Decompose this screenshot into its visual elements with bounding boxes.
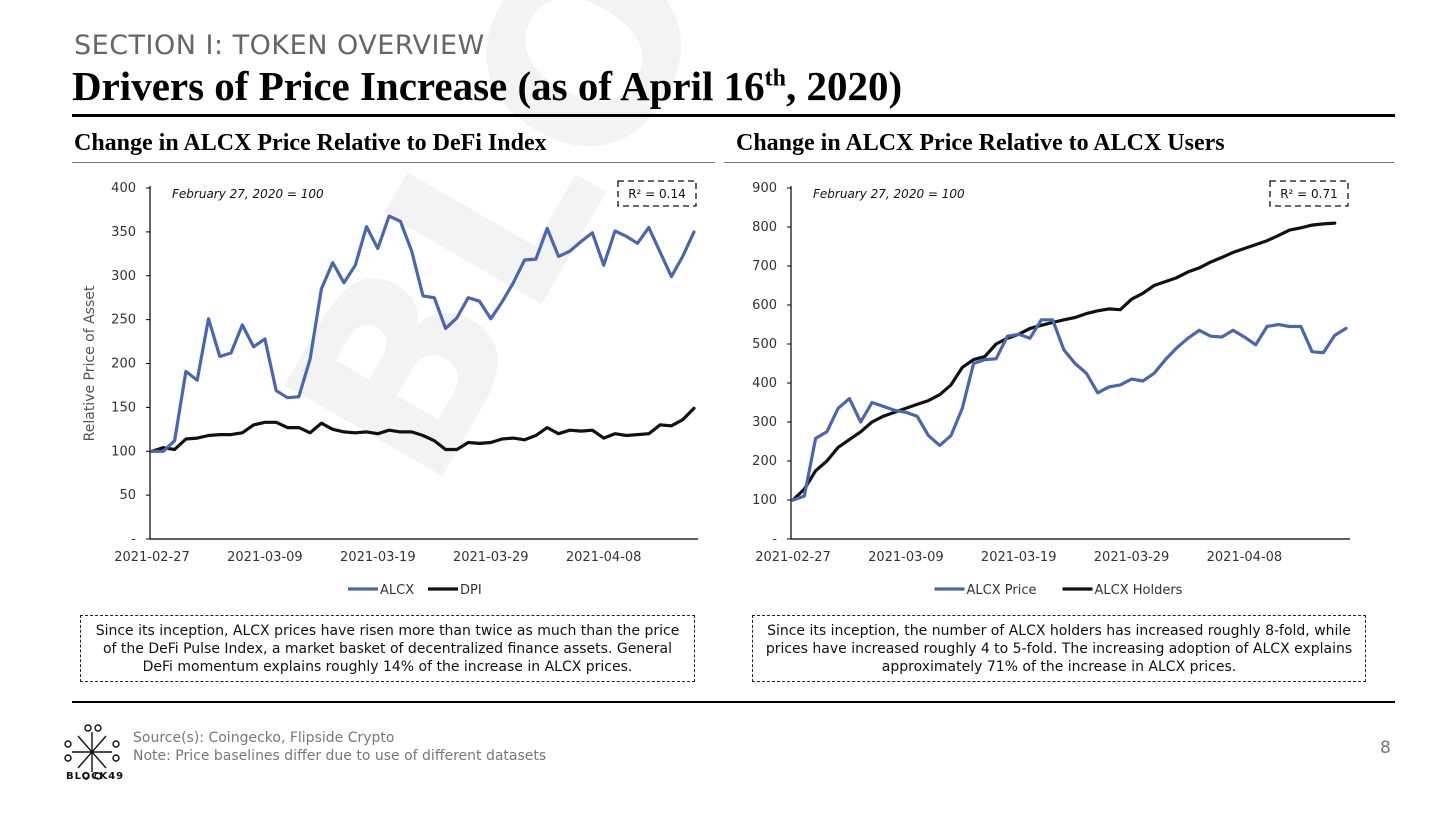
y-tick-label: 300: [111, 269, 136, 284]
x-tick-label: 2021-02-27: [114, 550, 190, 565]
section-label: SECTION I: TOKEN OVERVIEW: [74, 30, 485, 61]
y-tick-label: 900: [752, 181, 777, 196]
y-tick-label: -: [772, 532, 777, 547]
x-tick-label: 2021-03-09: [227, 550, 303, 565]
source-note: Source(s): Coingecko, Flipside Crypto: [133, 730, 395, 746]
y-tick-label: 800: [752, 220, 777, 235]
baseline-note: February 27, 2020 = 100: [172, 187, 324, 201]
top-rule: [72, 114, 1395, 117]
x-tick-label: 2021-03-19: [340, 550, 416, 565]
legend-label-dpi: DPI: [460, 583, 482, 598]
right-chart-rule: [724, 162, 1394, 163]
y-axis-label: Relative Price of Asset: [82, 285, 98, 441]
y-tick-label: 600: [752, 298, 777, 313]
x-tick-label: 2021-04-08: [566, 550, 642, 565]
x-tick-label: 2021-03-29: [453, 550, 529, 565]
bottom-rule: [72, 701, 1395, 703]
legend-label-alcx: ALCX: [380, 583, 414, 598]
page-title: Drivers of Price Increase (as of April 1…: [72, 62, 902, 110]
r2-box: [617, 180, 697, 207]
r2-label: R² = 0.14: [628, 187, 686, 201]
y-tick-label: 350: [111, 225, 136, 240]
y-tick-label: 100: [111, 444, 136, 459]
y-tick-label: 50: [119, 488, 136, 503]
y-tick-label: 200: [111, 357, 136, 372]
left-chart-rule: [72, 162, 715, 163]
legend-label-alcx-holders: ALCX Holders: [1095, 583, 1183, 598]
x-tick-label: 2021-03-29: [1094, 550, 1170, 565]
y-tick-label: 300: [752, 415, 777, 430]
logo-text: BLOCK49: [66, 771, 125, 782]
y-tick-label: 400: [111, 181, 136, 196]
y-tick-label: 200: [752, 454, 777, 469]
defi-index-chart: - 50 100 150 200 250 300 350 400 2021-02-27 2021-0…: [82, 180, 698, 598]
title-end: , 2020): [785, 63, 903, 109]
y-tick-label: 400: [752, 376, 777, 391]
y-tick-label: 700: [752, 259, 777, 274]
legend-label-alcx-price: ALCX Price: [967, 583, 1037, 598]
left-chart-title: Change in ALCX Price Relative to DeFi In…: [74, 130, 547, 156]
r2-label: R² = 0.71: [1280, 187, 1338, 201]
right-chart-title: Change in ALCX Price Relative to ALCX Us…: [736, 130, 1225, 156]
title-main: Drivers of Price Increase (as of April 1…: [72, 63, 765, 109]
right-callout: Since its inception, the number of ALCX …: [752, 615, 1366, 682]
series-line-alcx-holders: [791, 221, 1337, 502]
y-tick-label: 500: [752, 337, 777, 352]
r2-box: [1269, 180, 1349, 207]
left-callout: Since its inception, ALCX prices have ri…: [80, 615, 695, 682]
x-tick-label: 2021-02-27: [755, 550, 831, 565]
y-tick-label: -: [131, 532, 136, 547]
page-number: 8: [1380, 738, 1391, 758]
y-tick-label: 150: [111, 400, 136, 415]
alcx-users-chart: - 100 200 300 400 500 600 700 800 900 2021-02-27 20…: [752, 180, 1350, 598]
x-tick-label: 2021-03-09: [868, 550, 944, 565]
series-line-alcx: [150, 214, 696, 453]
y-tick-label: 250: [111, 313, 136, 328]
series-line-alcx-price: [791, 318, 1348, 502]
series-line-dpi: [150, 406, 696, 453]
baseline-note: Note: Price baselines differ due to use …: [133, 748, 547, 764]
title-superscript: th: [764, 65, 786, 92]
x-tick-label: 2021-03-19: [981, 550, 1057, 565]
y-tick-label: 100: [752, 493, 777, 508]
block49-logo-icon: [64, 724, 120, 780]
x-tick-label: 2021-04-08: [1207, 550, 1283, 565]
baseline-note: February 27, 2020 = 100: [813, 187, 965, 201]
